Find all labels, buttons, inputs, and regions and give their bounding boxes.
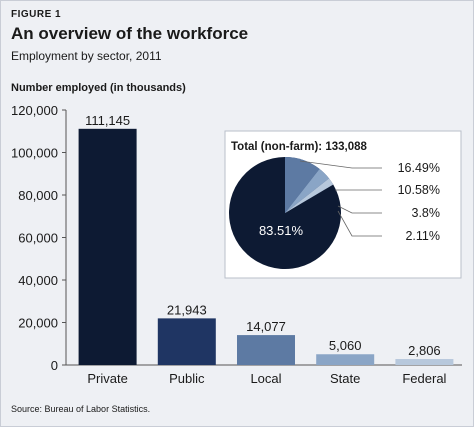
x-category-label: Private xyxy=(87,371,127,386)
bar-value-label: 2,806 xyxy=(408,343,441,358)
y-tick-label: 20,000 xyxy=(18,316,58,331)
bar-value-label: 5,060 xyxy=(329,338,362,353)
y-tick-label: 100,000 xyxy=(11,146,58,161)
figure-label: FIGURE 1 xyxy=(11,9,62,20)
pie-slice-label: 2.11% xyxy=(405,229,440,243)
pie-leader-line xyxy=(337,210,382,237)
chart-title: An overview of the workforce xyxy=(11,24,249,43)
bar xyxy=(237,335,295,365)
x-category-label: Public xyxy=(169,371,205,386)
source-note: Source: Bureau of Labor Statistics. xyxy=(11,404,151,414)
pie-slice xyxy=(285,157,320,213)
x-category-label: Federal xyxy=(402,371,446,386)
pie-slice-label: 16.49% xyxy=(398,161,440,175)
bar xyxy=(78,128,137,365)
pie-leader-line xyxy=(337,205,382,214)
pie-slice-label: 83.51% xyxy=(259,223,304,238)
bar xyxy=(395,359,454,365)
y-axis-label: Number employed (in thousands) xyxy=(11,82,186,94)
y-tick-label: 80,000 xyxy=(18,188,58,203)
pie-slice-label: 3.8% xyxy=(412,206,441,220)
pie-title: Total (non-farm): 133,088 xyxy=(231,141,367,153)
bar xyxy=(157,318,216,365)
chart-subtitle: Employment by sector, 2011 xyxy=(11,49,162,63)
pie-leader-line xyxy=(299,160,382,169)
y-tick-label: 120,000 xyxy=(11,103,58,118)
y-tick-label: 0 xyxy=(51,358,58,373)
bar-value-label: 111,145 xyxy=(85,113,130,128)
bar-value-label: 14,077 xyxy=(246,319,286,334)
bar xyxy=(316,354,375,365)
x-category-label: Local xyxy=(250,371,281,386)
pie-slice-label: 10.58% xyxy=(398,183,440,197)
x-category-label: State xyxy=(330,371,360,386)
pie-slice xyxy=(285,168,329,213)
y-tick-label: 40,000 xyxy=(18,273,58,288)
pie-slice xyxy=(285,178,334,213)
bar-value-label: 21,943 xyxy=(167,302,207,317)
y-tick-label: 60,000 xyxy=(18,231,58,246)
